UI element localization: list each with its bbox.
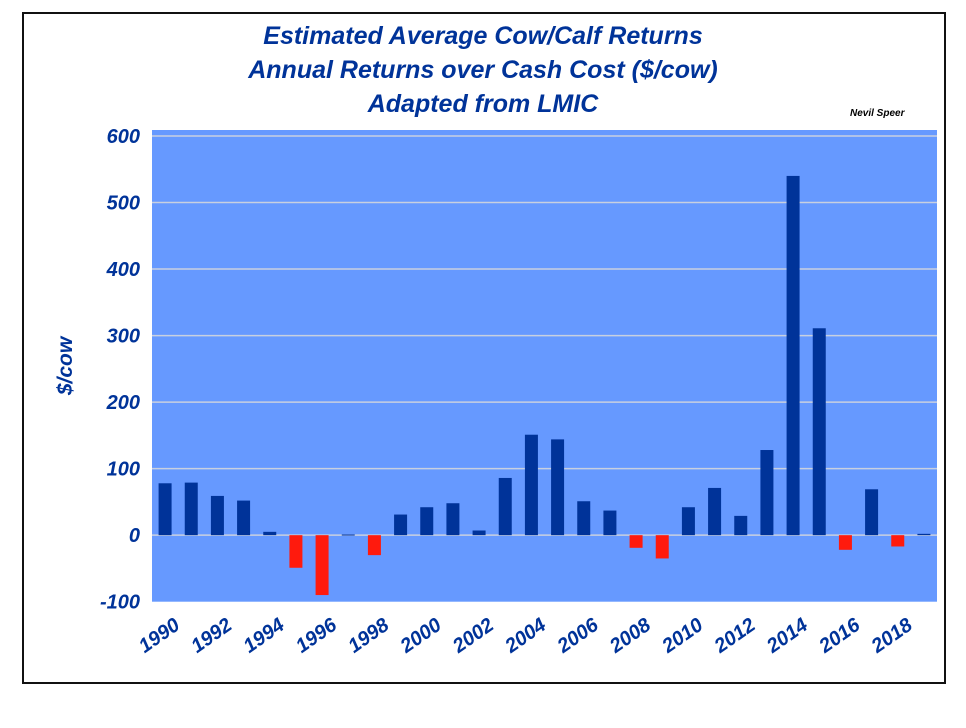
bar-2006	[577, 501, 591, 536]
bar-1994	[263, 531, 277, 536]
y-tick-label: 100	[107, 459, 140, 481]
plot-area	[152, 130, 937, 602]
x-tick-label: 2016	[814, 614, 865, 659]
bar-1997	[341, 534, 355, 536]
chart-title-line1: Estimated Average Cow/Calf Returns	[263, 22, 703, 50]
bar-2019	[917, 533, 931, 536]
x-tick-label: 1990	[135, 614, 184, 658]
bar-2001	[446, 503, 460, 536]
bar-2007	[603, 510, 617, 536]
x-tick-label: 2004	[500, 614, 550, 658]
y-tick-label: 600	[107, 126, 140, 148]
chart-frame	[22, 12, 946, 684]
x-tick-label: 2006	[553, 614, 604, 659]
bar-2008	[629, 535, 643, 548]
x-tick-label: 1996	[292, 614, 342, 658]
y-tick-label: 200	[106, 392, 140, 414]
x-tick-label: 2008	[605, 614, 656, 659]
bar-2014	[786, 175, 800, 536]
x-tick-label: 1994	[240, 614, 289, 658]
bar-2012	[734, 515, 748, 536]
chart-credit: Nevil Speer	[850, 108, 905, 119]
bar-2000	[420, 507, 434, 536]
y-axis-label: $/cow	[54, 335, 77, 396]
bar-1993	[237, 500, 251, 536]
x-tick-label: 2000	[396, 614, 446, 658]
x-tick-label: 2002	[448, 614, 498, 658]
bar-2017	[865, 489, 879, 536]
y-tick-label: 0	[129, 525, 140, 547]
bar-2011	[708, 487, 722, 536]
y-tick-label: -100	[100, 592, 140, 614]
bar-2002	[472, 530, 486, 536]
y-tick-label: 500	[107, 193, 140, 215]
bar-1996	[315, 535, 329, 596]
chart-title-line3: Adapted from LMIC	[367, 90, 599, 118]
bar-2018	[891, 535, 905, 547]
bar-2005	[551, 439, 565, 536]
bar-2010	[681, 507, 695, 536]
bar-1995	[289, 535, 303, 568]
bar-2009	[655, 535, 669, 559]
bar-2016	[838, 535, 852, 550]
x-tick-label: 2010	[657, 614, 707, 658]
bar-1999	[394, 514, 408, 536]
x-tick-label: 2014	[762, 614, 812, 658]
bar-1998	[367, 535, 381, 556]
x-tick-label: 2012	[710, 614, 760, 658]
bar-2003	[498, 477, 512, 536]
x-tick-label: 2018	[867, 614, 918, 659]
x-tick-label: 1992	[187, 614, 236, 658]
x-tick-label: 1998	[344, 614, 394, 658]
y-tick-label: 400	[106, 259, 140, 281]
bar-2013	[760, 450, 774, 536]
bar-1990	[158, 483, 172, 536]
bar-2015	[812, 328, 826, 536]
bar-1992	[210, 495, 224, 536]
chart-title-line2: Annual Returns over Cash Cost ($/cow)	[248, 56, 718, 84]
y-tick-label: 300	[107, 326, 140, 348]
bar-2004	[524, 434, 538, 536]
bar-1991	[184, 482, 198, 536]
